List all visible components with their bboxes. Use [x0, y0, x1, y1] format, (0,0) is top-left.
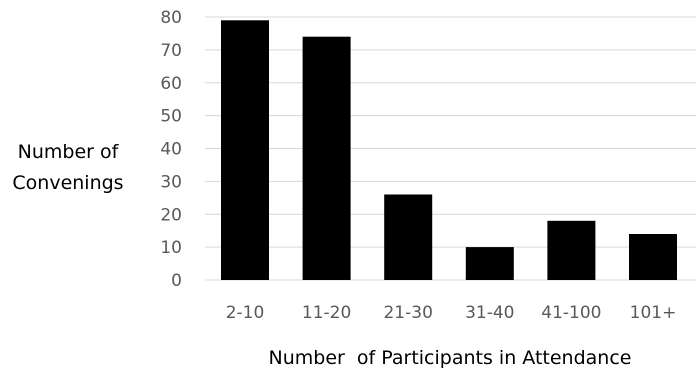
y-tick-label: 20	[160, 205, 182, 225]
y-tick-label: 40	[160, 140, 182, 160]
bar-31-40	[465, 247, 514, 280]
y-axis-title-line-1: Number of	[18, 141, 120, 163]
y-tick-label: 0	[171, 271, 182, 291]
x-tick-label: 21-30	[383, 303, 432, 323]
y-tick-label: 70	[160, 41, 182, 61]
bars	[221, 20, 677, 281]
bar-11-20	[302, 36, 351, 281]
bar-21-30	[384, 194, 433, 280]
y-tick-label: 50	[160, 107, 182, 127]
x-tick-label: 101+	[630, 303, 677, 323]
gridlines	[205, 16, 696, 281]
y-tick-label: 30	[160, 172, 182, 192]
y-axis-title-line-2: Convenings	[12, 172, 123, 194]
x-axis-title: Number of Participants in Attendance	[269, 347, 632, 369]
x-tick-label: 11-20	[302, 303, 351, 323]
x-tick-label: 41-100	[541, 303, 601, 323]
y-tick-label: 60	[160, 74, 182, 94]
x-axis-ticks: 2-10 11-20 21-30 31-40 41-100 101+	[226, 303, 677, 323]
bar-2-10	[221, 20, 269, 281]
y-tick-label: 80	[160, 8, 182, 28]
y-axis-ticks: 0 10 20 30 40 50 60 70 80	[160, 8, 182, 291]
bar-101+	[629, 234, 677, 280]
x-tick-label: 31-40	[465, 303, 514, 323]
x-tick-label: 2-10	[226, 303, 265, 323]
bar-41-100	[547, 220, 596, 280]
y-tick-label: 10	[160, 238, 182, 258]
